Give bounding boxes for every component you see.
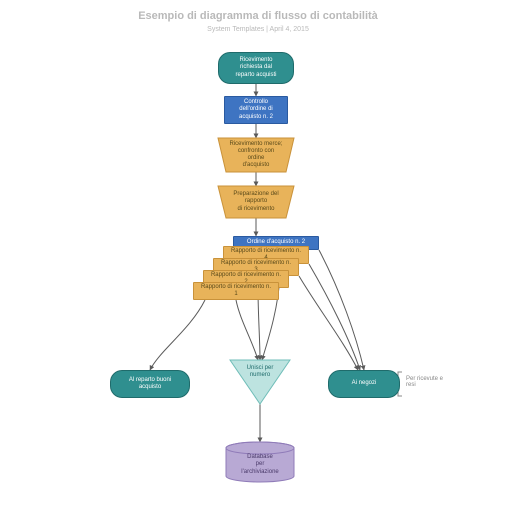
node-n2: Controllodell'ordine diacquisto n. 2 — [224, 96, 288, 124]
node-s1: Rapporto di ricevimento n.1 — [193, 282, 279, 300]
node-d1: Al reparto buoniacquisto — [110, 370, 190, 398]
node-d2: Ai negozi — [328, 370, 400, 398]
flowchart-canvas: { "title": "Esempio di diagramma di flus… — [0, 0, 516, 516]
node-n3: Ricevimento merce;confronto conordined'a… — [218, 138, 294, 172]
node-merge: Unisci pernumero — [230, 360, 290, 384]
node-db: Databaseperl'archiviazione — [226, 448, 294, 482]
node-n1: Ricevimentorichiesta dalreparto acquisti — [218, 52, 294, 84]
side-label: Per ricevute eresi — [406, 376, 443, 388]
node-n4: Preparazione delrapportodi ricevimento — [218, 186, 294, 218]
